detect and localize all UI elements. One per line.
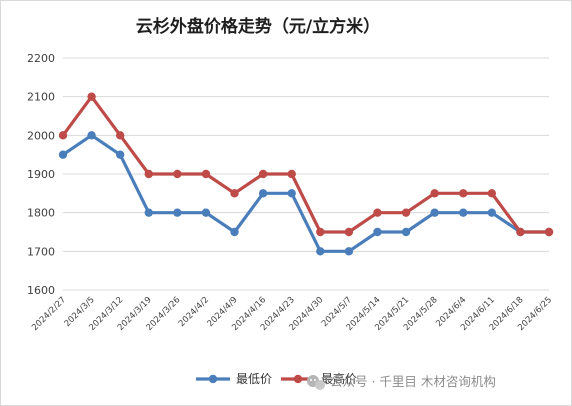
data-point [316, 247, 325, 256]
wechat-icon [307, 375, 325, 390]
data-point [201, 169, 211, 179]
data-point [487, 208, 497, 217]
data-point [487, 189, 497, 198]
data-point [344, 247, 354, 256]
data-point [58, 150, 68, 159]
chart-title: 云杉外盘价格走势（元/立方米） [136, 16, 380, 37]
data-point [459, 208, 468, 217]
data-point [115, 131, 125, 140]
data-point [430, 189, 439, 198]
data-point [516, 227, 525, 237]
data-point [230, 227, 239, 237]
data-point [401, 227, 411, 237]
data-point [401, 208, 411, 217]
y-tick-label: 2000 [27, 129, 55, 142]
data-point [144, 169, 153, 179]
y-tick-label: 2100 [27, 91, 55, 104]
watermark: 公众号 · 千里目 木材咨询机构 [307, 374, 496, 390]
legend: 最低价 最高价 [196, 371, 357, 386]
legend-swatch-marker [293, 374, 303, 384]
data-point [287, 169, 296, 179]
data-point [173, 208, 182, 217]
data-point [344, 227, 354, 237]
data-point [115, 150, 125, 159]
series-line-0 [62, 133, 549, 253]
data-point [87, 131, 96, 140]
data-point [316, 227, 325, 237]
data-point [230, 189, 239, 198]
data-point [258, 169, 268, 179]
data-point [87, 92, 96, 101]
data-point [430, 208, 439, 217]
series-lines [58, 92, 554, 256]
gridlines [63, 57, 549, 291]
data-point [373, 227, 382, 237]
data-point [58, 131, 68, 140]
data-point [173, 169, 182, 179]
legend-swatch-marker [208, 374, 218, 384]
watermark-text: 公众号 · 千里目 木材咨询机构 [330, 374, 496, 389]
data-point [201, 208, 211, 217]
series-line-1 [61, 95, 549, 234]
legend-label: 最高价 [321, 371, 357, 386]
data-point [544, 227, 554, 237]
data-point [258, 189, 268, 198]
y-tick-label: 2200 [27, 52, 55, 65]
data-point [287, 189, 296, 198]
data-point [144, 208, 153, 217]
y-tick-label: 1900 [27, 168, 55, 181]
y-axis-ticks: 1600 1700 1800 1900 2000 2100 2200 [27, 52, 55, 297]
legend-label: 最低价 [236, 372, 272, 386]
y-tick-label: 1700 [27, 245, 55, 258]
data-point [373, 208, 382, 217]
y-tick-label: 1800 [27, 207, 55, 220]
y-tick-label: 1600 [27, 284, 55, 297]
data-point [459, 189, 468, 198]
